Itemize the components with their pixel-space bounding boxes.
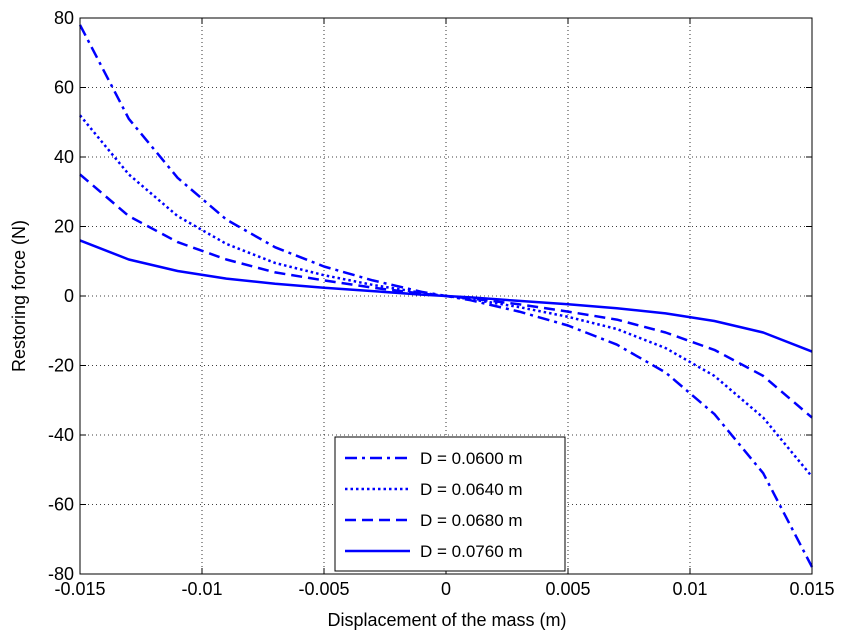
y-tick-label: 60 <box>54 78 74 98</box>
y-tick-label: 80 <box>54 8 74 28</box>
legend-box <box>334 436 566 572</box>
legend-entry-3: D = 0.0680 m <box>420 511 523 530</box>
y-tick-label: 40 <box>54 147 74 167</box>
x-tick-label: -0.01 <box>181 579 222 599</box>
y-tick-label: 20 <box>54 217 74 237</box>
y-tick-label: -60 <box>48 495 74 515</box>
x-tick-label: 0 <box>441 579 451 599</box>
x-axis: -0.015 -0.01 -0.005 0 0.005 0.01 0.015 <box>54 18 835 599</box>
legend-entry-4: D = 0.0760 m <box>420 542 523 561</box>
x-tick-label: -0.005 <box>298 579 349 599</box>
grid <box>80 18 812 574</box>
x-tick-label: -0.015 <box>54 579 105 599</box>
series-layer <box>78 24 814 568</box>
y-tick-label: -20 <box>48 356 74 376</box>
legend-entry-2: D = 0.0640 m <box>420 480 523 499</box>
x-axis-label: Displacement of the mass (m) <box>327 610 566 630</box>
y-tick-label: -80 <box>48 564 74 584</box>
x-tick-label: 0.01 <box>672 579 707 599</box>
legend: D = 0.0600 m D = 0.0640 m D = 0.0680 m D = … <box>334 436 566 572</box>
y-tick-label: -40 <box>48 425 74 445</box>
series-line-4 <box>79 239 813 353</box>
y-tick-label: 0 <box>64 286 74 306</box>
x-tick-label: 0.015 <box>789 579 834 599</box>
y-axis: -80 -60 -40 -20 0 20 40 60 80 <box>48 8 812 584</box>
legend-entry-1: D = 0.0600 m <box>420 449 523 468</box>
y-axis-label: Restoring force (N) <box>9 220 29 372</box>
x-tick-label: 0.005 <box>545 579 590 599</box>
